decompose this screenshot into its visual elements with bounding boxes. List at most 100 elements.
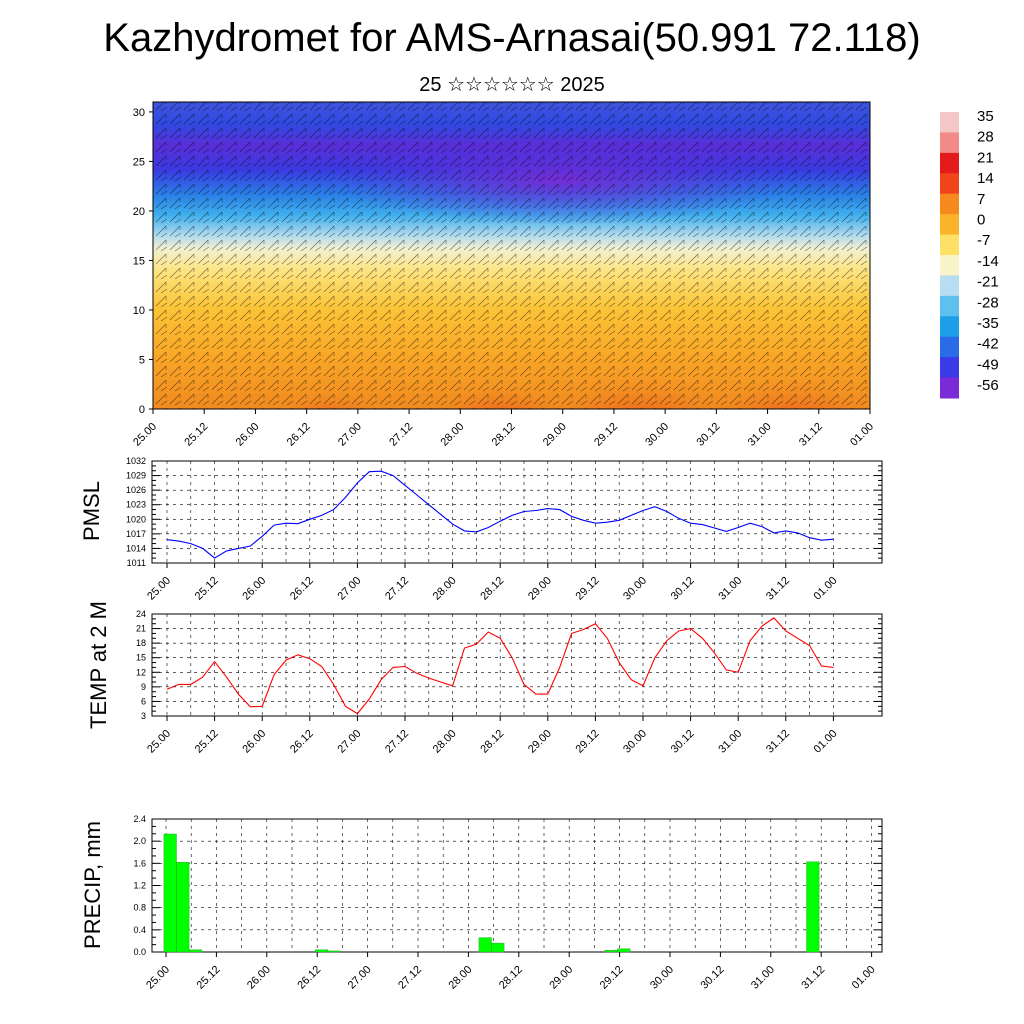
y-tick-label: 3 <box>141 711 146 721</box>
y-tick-label: 20 <box>133 206 145 218</box>
colorbar-swatch <box>940 173 959 195</box>
precip-bar <box>314 949 328 953</box>
colorbar: 35 28 21 14 7 0 -7 -14 -21 -28 -35 -42 -49 -56 <box>940 108 999 399</box>
x-tick-label: 26.00 <box>234 421 262 449</box>
colorbar-swatch <box>940 132 959 154</box>
y-tick-label: 0.8 <box>133 903 146 913</box>
panel-frame <box>151 460 883 564</box>
colorbar-swatch <box>940 295 959 317</box>
x-tick-label: 26.00 <box>240 575 268 603</box>
y-tick-label: 10 <box>133 305 145 317</box>
precip-bar <box>617 948 631 953</box>
x-tick-label: 29.12 <box>574 728 602 756</box>
y-tick-label: 24 <box>136 609 146 619</box>
colorbar-label: 21 <box>977 149 994 166</box>
colorbar-swatch <box>940 316 959 338</box>
y-tick-label: 15 <box>133 255 145 267</box>
y-tick-label: 25 <box>133 156 145 168</box>
x-tick-label: 25.00 <box>145 575 173 603</box>
x-tick-label: 30.00 <box>648 964 676 992</box>
y-tick-label: 6 <box>141 696 146 706</box>
temp-line <box>166 617 834 715</box>
x-tick-label: 28.12 <box>478 575 506 603</box>
x-tick-label: 30.12 <box>669 575 697 603</box>
colorbar-swatch <box>940 357 959 379</box>
y-tick-label: 1014 <box>126 543 146 553</box>
x-tick-label: 26.12 <box>288 575 316 603</box>
temp-panel: TEMP at 2 M 25.00 25.12 26.00 26.12 27.00 27.… <box>86 601 883 756</box>
x-tick-label: 01.00 <box>848 421 876 449</box>
x-tick-label: 25.00 <box>131 421 159 449</box>
y-tick-label: 12 <box>136 667 146 677</box>
y-tick-label: 18 <box>136 638 146 648</box>
x-tick-label: 28.00 <box>431 728 459 756</box>
y-tick-label: 0.0 <box>133 947 146 957</box>
y-tick-label: 5 <box>139 354 145 366</box>
y-tick-label: 0.4 <box>133 925 146 935</box>
x-tick-label: 31.12 <box>797 421 825 449</box>
pmsl-line <box>166 470 834 559</box>
x-tick-label: 26.12 <box>295 964 323 992</box>
x-tick-label: 25.00 <box>145 728 173 756</box>
colorbar-label: -14 <box>977 253 999 270</box>
y-tick-label: 1011 <box>127 558 146 568</box>
y-tick-label: 1026 <box>126 485 146 495</box>
colorbar-swatch <box>940 214 959 236</box>
y-tick-label: 1029 <box>126 471 146 481</box>
x-tick-label: 27.00 <box>346 964 374 992</box>
x-tick-label: 31.00 <box>716 728 744 756</box>
x-tick-label: 25.12 <box>182 421 210 449</box>
y-tick-label: 21 <box>136 624 146 634</box>
colorbar-swatch <box>940 152 959 174</box>
colorbar-swatch <box>940 255 959 276</box>
x-tick-label: 26.00 <box>245 964 273 992</box>
y-tick-label: 1.2 <box>133 881 146 891</box>
panel-frame <box>151 613 883 717</box>
precip-bar <box>806 861 820 953</box>
y-tick-label: 0 <box>139 404 145 416</box>
x-tick-label: 28.12 <box>497 964 525 992</box>
x-tick-label: 27.12 <box>387 421 415 449</box>
temp-axis-label: TEMP at 2 M <box>86 601 111 729</box>
x-tick-label: 30.00 <box>643 421 671 449</box>
colorbar-swatch <box>940 275 959 297</box>
pmsl-axis-label: PMSL <box>79 481 104 541</box>
x-tick-label: 26.12 <box>285 421 313 449</box>
x-tick-label: 28.12 <box>490 421 518 449</box>
x-tick-label: 29.12 <box>598 964 626 992</box>
y-tick-label: 1.6 <box>133 858 146 868</box>
colorbar-label: 7 <box>977 191 985 208</box>
x-tick-label: 30.00 <box>621 575 649 603</box>
x-tick-label: 25.12 <box>193 575 221 603</box>
x-tick-label: 31.12 <box>764 575 792 603</box>
x-tick-label: 28.00 <box>447 964 475 992</box>
colorbar-label: 28 <box>977 129 994 146</box>
x-tick-label: 28.12 <box>478 728 506 756</box>
precip-bar <box>604 950 618 953</box>
colorbar-label: 0 <box>977 212 985 229</box>
x-tick-label: 29.12 <box>592 421 620 449</box>
x-tick-label: 29.00 <box>526 728 554 756</box>
colorbar-label: -56 <box>977 377 999 394</box>
precip-bar <box>327 950 341 953</box>
x-tick-label: 25.00 <box>144 964 172 992</box>
x-tick-label: 27.00 <box>336 728 364 756</box>
precip-bar <box>176 862 190 953</box>
x-tick-label: 30.12 <box>695 421 723 449</box>
colorbar-label: -21 <box>977 274 999 291</box>
x-tick-label: 30.00 <box>621 728 649 756</box>
x-tick-label: 31.00 <box>746 421 774 449</box>
x-tick-label: 25.12 <box>195 964 223 992</box>
colorbar-label: -28 <box>977 294 999 311</box>
y-tick-label: 15 <box>136 653 146 663</box>
colorbar-swatch <box>940 234 959 256</box>
x-tick-label: 26.00 <box>240 728 268 756</box>
y-tick-label: 1032 <box>126 456 146 466</box>
y-tick-label: 2.4 <box>133 814 146 824</box>
y-tick-label: 1017 <box>126 529 146 539</box>
y-tick-label: 30 <box>133 107 145 119</box>
colorbar-swatch <box>940 112 959 133</box>
page-title: Kazhydromet for AMS-Arnasai(50.991 72.11… <box>103 16 921 60</box>
precip-bar <box>478 937 492 953</box>
